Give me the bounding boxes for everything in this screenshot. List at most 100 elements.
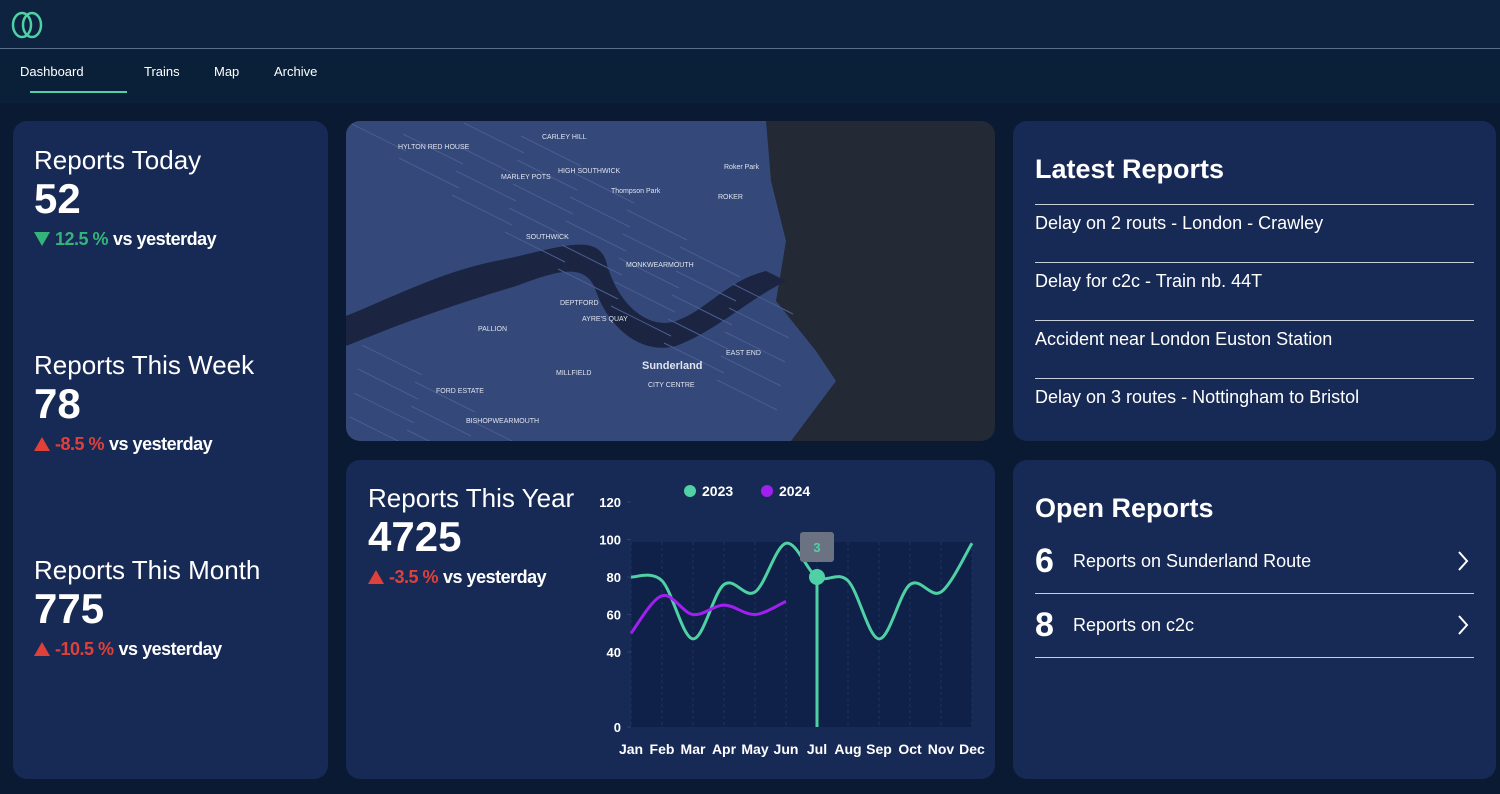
stats-card: Reports Today 52 12.5 % vs yesterday Reports…: [13, 121, 328, 779]
y-tick-label: 60: [607, 608, 621, 623]
road: [414, 381, 476, 413]
open-report[interactable]: 6 Reports on Sunderland Route: [1035, 540, 1474, 594]
map-card[interactable]: HYLTON RED HOUSE CARLEY HILL MARLEY POTS HI…: [346, 121, 995, 441]
report-count: 8: [1035, 606, 1054, 644]
road: [675, 270, 737, 302]
x-tick-label: Feb: [650, 741, 675, 757]
change: 12.5 % vs yesterday: [34, 229, 217, 250]
chevron-icon: [1458, 615, 1469, 635]
up-arrow: [368, 570, 384, 584]
y-tick-label: 40: [607, 645, 621, 660]
comparison: vs yesterday: [118, 639, 223, 659]
divider: [1035, 593, 1474, 594]
map-label: MILLFIELD: [556, 370, 591, 377]
legend-label: 2024: [779, 483, 810, 499]
road: [463, 122, 525, 154]
land: [346, 121, 766, 441]
divider: [1035, 320, 1474, 321]
road: [357, 368, 419, 400]
x-tick-label: Nov: [928, 741, 955, 757]
list-title: Latest Reports: [1035, 154, 1225, 184]
map-label: Sunderland: [642, 360, 703, 372]
nav-item[interactable]: Dashboard: [20, 64, 84, 79]
road: [557, 268, 619, 300]
chevron-icon: [1458, 551, 1469, 571]
logo[interactable]: [10, 10, 46, 40]
y-tick-label: 0: [614, 720, 621, 735]
road: [565, 220, 627, 252]
change: -10.5 % vs yesterday: [34, 639, 222, 660]
map-label: EAST END: [726, 350, 761, 357]
map-label: HIGH SOUTHWICK: [558, 168, 621, 175]
road: [361, 344, 423, 376]
map-label: AYRE'S QUAY: [582, 316, 628, 323]
road: [398, 157, 460, 189]
road: [720, 355, 782, 387]
stat-title: Reports This Year: [368, 483, 575, 513]
report-item[interactable]: Delay on 3 routes - Nottingham to Bristo…: [1035, 387, 1360, 407]
road: [451, 194, 513, 226]
down-arrow: [34, 232, 50, 246]
report-item[interactable]: Accident near London Euston Station: [1035, 329, 1333, 349]
map-label: Roker Park: [724, 164, 760, 171]
stat-value: 78: [34, 380, 81, 427]
road: [349, 416, 400, 441]
land: [726, 121, 836, 441]
road: [504, 231, 566, 263]
road: [663, 342, 725, 374]
x-tick-label: Jul: [807, 741, 827, 757]
map-label: PALLION: [478, 326, 507, 333]
road: [520, 135, 582, 167]
nav-bar: Dashboard Trains Map Archive: [0, 49, 1500, 103]
x-tick-label: Dec: [959, 741, 985, 757]
open-reports-card: Open Reports 6 Reports on Sunderland Route…: [1013, 460, 1496, 779]
divider: [1035, 262, 1474, 263]
report-label: Reports on Sunderland Route: [1073, 551, 1312, 571]
change-value: -3.5 %: [389, 567, 439, 587]
report-item[interactable]: Delay on 2 routs - London - Crawley: [1035, 213, 1324, 233]
stat-title: Reports This Month: [34, 555, 261, 585]
report-item[interactable]: Delay for c2c - Train nb. 44T: [1035, 271, 1263, 291]
up-arrow: [34, 437, 50, 451]
nav-item[interactable]: Trains: [144, 64, 180, 79]
comparison: vs yesterday: [109, 434, 213, 454]
road: [569, 196, 631, 228]
map-label: FORD ESTATE: [436, 388, 484, 395]
change-value: -10.5 %: [55, 639, 114, 659]
nav-item[interactable]: Archive: [274, 64, 318, 79]
stat-title: Reports This Week: [34, 350, 255, 380]
road: [622, 233, 684, 265]
comparison: vs yesterday: [113, 229, 217, 249]
change: -3.5 % vs yesterday: [368, 567, 547, 588]
x-tick-label: May: [741, 741, 768, 757]
up-arrow: [34, 642, 50, 656]
tooltip-text: 3: [813, 540, 820, 555]
road: [679, 246, 741, 278]
stat-value: 52: [34, 175, 81, 222]
map-label: MARLEY POTS: [501, 174, 551, 181]
road: [467, 418, 514, 441]
map-label: MONKWEARMOUTH: [626, 262, 694, 269]
hover-point: [809, 569, 825, 585]
report-count: 6: [1035, 542, 1054, 580]
road: [410, 405, 472, 437]
nav-item[interactable]: Map: [214, 64, 240, 79]
road: [724, 331, 786, 363]
y-tick-label: 100: [599, 533, 621, 548]
x-tick-label: Apr: [712, 741, 737, 757]
road: [626, 209, 688, 241]
open-report[interactable]: 8 Reports on c2c: [1035, 604, 1474, 658]
list-title: Open Reports: [1035, 493, 1214, 523]
road: [732, 283, 794, 315]
river: [346, 244, 786, 348]
road: [353, 392, 415, 424]
road: [618, 257, 680, 289]
map: HYLTON RED HOUSE CARLEY HILL MARLEY POTS HI…: [346, 121, 836, 441]
latest-reports-card: Latest Reports Delay on 2 routs - London …: [1013, 121, 1496, 441]
stat-value: 775: [34, 585, 105, 632]
plot-area: [631, 542, 972, 727]
road: [667, 318, 729, 350]
map-label: CARLEY HILL: [542, 134, 587, 141]
divider: [1035, 378, 1474, 379]
y-tick-label: 120: [599, 495, 621, 510]
